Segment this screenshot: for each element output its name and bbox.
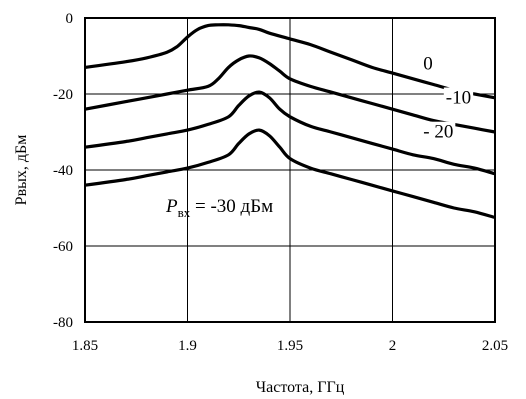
x-tick-label: 2 xyxy=(389,338,397,354)
annotation-value: = -30 дБм xyxy=(190,196,273,217)
y-tick-label: -80 xyxy=(53,315,73,331)
y-tick-label: -60 xyxy=(53,239,73,255)
series-line-4 xyxy=(84,128,496,220)
y-axis-label: Pвых, дБм xyxy=(13,135,30,206)
y-tick-label: -20 xyxy=(53,87,73,103)
series-labels: 0 -10 - 20 xyxy=(421,53,474,143)
x-tick-label: 1.9 xyxy=(178,338,197,354)
x-axis-label: Частота, ГГц xyxy=(256,379,345,396)
series-line-2 xyxy=(84,54,496,134)
series-label-background xyxy=(443,87,474,109)
annotation-subscript: вх xyxy=(178,205,191,220)
plot-border xyxy=(84,17,496,323)
series-lines xyxy=(84,23,496,220)
tick-labels: 1.85 1.9 1.95 2 2.05 0 -20 -40 -60 -80 xyxy=(53,11,508,354)
series-label-3: - 20 xyxy=(423,122,453,143)
x-tick-label: 1.95 xyxy=(277,338,303,354)
y-tick-label: -40 xyxy=(53,163,73,179)
x-tick-label: 1.85 xyxy=(72,338,98,354)
series-label-1: 0 xyxy=(423,53,433,74)
y-tick-label: 0 xyxy=(66,11,74,27)
annotation-symbol: P xyxy=(165,196,178,217)
series-line-1 xyxy=(84,23,496,100)
plot-frame xyxy=(84,17,496,323)
series-label-background xyxy=(421,53,435,75)
input-power-annotation: Pвх = -30 дБм xyxy=(165,196,273,220)
series-label-background xyxy=(421,121,456,143)
series-label-2: -10 xyxy=(446,88,471,109)
x-tick-label: 2.05 xyxy=(482,338,508,354)
series-line-3 xyxy=(84,90,496,176)
